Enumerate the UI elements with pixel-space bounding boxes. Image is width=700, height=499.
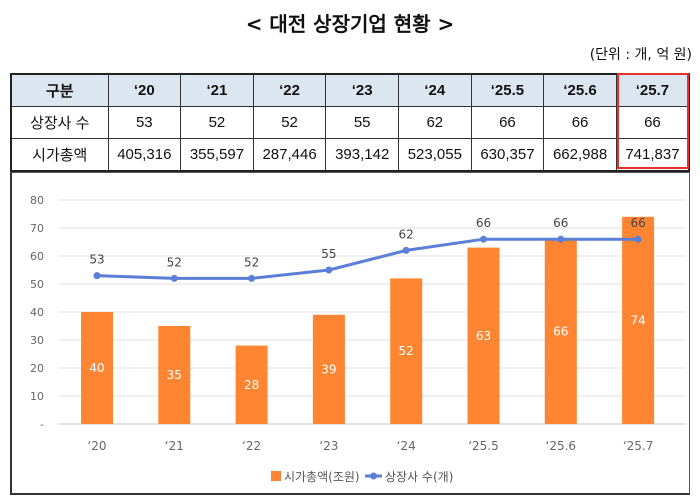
table-cell: 66	[543, 106, 617, 139]
table-cell: 53	[107, 106, 182, 139]
table-cell: 393,142	[325, 138, 399, 172]
bar-data-label: 39	[321, 362, 336, 376]
bar	[312, 314, 345, 424]
table-cell: 355,597	[180, 138, 254, 172]
line-point	[557, 235, 565, 243]
header-cell: ‘25.6	[543, 73, 617, 107]
y-tick-label: 30	[30, 334, 44, 347]
x-tick-label: ‘22	[242, 439, 261, 453]
line-point	[325, 266, 333, 274]
table-row: 상장사 수 53 52 52 55 62 66 66 66	[10, 106, 690, 139]
y-tick-label: 60	[30, 250, 44, 263]
table-cell: 52	[180, 106, 254, 139]
y-tick-label: -	[40, 418, 44, 431]
line-point	[170, 274, 178, 282]
x-tick-label: ‘24	[397, 439, 416, 453]
legend-bar-swatch	[271, 471, 281, 481]
y-tick-label: 70	[30, 222, 44, 235]
line-point	[402, 246, 410, 254]
bar	[81, 312, 113, 424]
page-title: < 대전 상장기업 현황 >	[245, 12, 455, 36]
x-tick-label: ‘23	[319, 439, 338, 453]
bar	[235, 345, 268, 424]
table-header-row: 구분 ‘20 ‘21 ‘22 ‘23 ‘24 ‘25.5 ‘25.6 ‘25.7	[10, 73, 690, 107]
line-series	[96, 237, 639, 280]
line-point	[248, 274, 256, 282]
line-data-label: 52	[244, 255, 259, 269]
bar	[544, 239, 577, 424]
table-cell: 66	[615, 106, 690, 139]
header-cell: ‘22	[252, 73, 327, 107]
table-row: 시가총액 405,316 355,597 287,446 393,142 523,055 6…	[10, 138, 690, 172]
bar-data-label: 66	[553, 325, 568, 339]
y-tick-label: 50	[30, 278, 44, 291]
header-cell: ‘25.7	[615, 73, 690, 107]
table-cell: 523,055	[398, 138, 472, 172]
header-cell: 구분	[10, 73, 109, 107]
line-data-label: 66	[476, 216, 491, 230]
table-cell: 66	[470, 106, 545, 139]
line-data-label: 66	[553, 216, 568, 230]
table-cell: 630,357	[470, 138, 545, 172]
table-cell: 287,446	[252, 138, 327, 172]
row-label: 시가총액	[10, 138, 109, 172]
bar-data-label: 40	[89, 361, 104, 375]
line-data-label: 52	[167, 255, 182, 269]
chart-frame	[10, 172, 690, 495]
legend-line-label: 상장사 수(개)	[385, 470, 453, 484]
bar-data-label: 28	[244, 378, 259, 392]
table-cell: 62	[398, 106, 472, 139]
bar-data-label: 35	[167, 368, 182, 382]
table-cell: 741,837	[615, 138, 690, 172]
bar-data-label: 63	[476, 329, 491, 343]
x-tick-label: ‘25.7	[623, 439, 654, 453]
y-tick-label: 40	[30, 306, 44, 319]
line-data-label: 55	[321, 247, 336, 261]
header-cell: ‘25.5	[470, 73, 545, 107]
header-cell: ‘24	[398, 73, 472, 107]
bar-data-label: 74	[630, 313, 645, 327]
table-cell: 405,316	[107, 138, 182, 172]
table-cell: 52	[252, 106, 327, 139]
y-tick-label: 20	[30, 362, 44, 375]
line-data-label: 66	[630, 216, 645, 230]
header-cell: ‘21	[180, 73, 254, 107]
x-tick-label: ‘20	[87, 439, 106, 453]
line-data-label: 53	[89, 253, 104, 267]
combo-chart: - 10 20 30 40 50 60 70 80 40 35 28 39 52 63 66 74 53 52 52 5…	[30, 194, 685, 484]
table-cell: 55	[325, 106, 399, 139]
header-cell: ‘20	[107, 73, 182, 107]
table-cell: 662,988	[543, 138, 617, 172]
line-point	[634, 235, 642, 243]
bar-data-label: 52	[399, 344, 414, 358]
line-point	[480, 235, 487, 243]
x-tick-label: ‘21	[165, 439, 184, 453]
bar	[158, 326, 191, 424]
line-data-label: 62	[399, 227, 414, 241]
y-tick-label: 80	[30, 194, 44, 207]
legend-line-marker	[370, 472, 377, 480]
line-point	[93, 272, 101, 280]
x-tick-label: ‘25.6	[546, 439, 577, 453]
x-tick-label: ‘25.5	[468, 439, 499, 453]
bar	[467, 247, 500, 424]
legend-bar-label: 시가총액(조원)	[284, 470, 360, 484]
data-table: 구분 ‘20 ‘21 ‘22 ‘23 ‘24 ‘25.5 ‘25.6 ‘25.7…	[10, 73, 690, 172]
header-cell: ‘23	[325, 73, 399, 107]
unit-note: (단위 : 개, 억 원)	[589, 47, 692, 63]
bar	[390, 278, 423, 424]
row-label: 상장사 수	[10, 106, 109, 139]
bar	[622, 216, 655, 424]
y-tick-label: 10	[30, 390, 44, 403]
